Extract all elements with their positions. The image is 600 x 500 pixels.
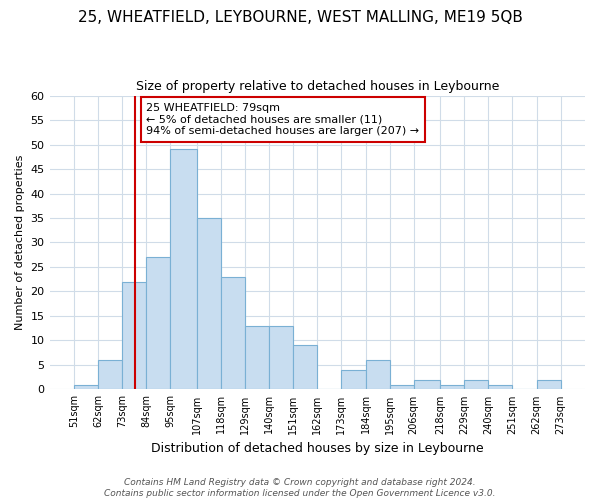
Bar <box>269 326 293 390</box>
Bar <box>170 150 197 390</box>
Bar <box>122 282 146 390</box>
Bar <box>488 384 512 390</box>
Y-axis label: Number of detached properties: Number of detached properties <box>15 155 25 330</box>
Bar <box>464 380 488 390</box>
Text: 25 WHEATFIELD: 79sqm
← 5% of detached houses are smaller (11)
94% of semi-detach: 25 WHEATFIELD: 79sqm ← 5% of detached ho… <box>146 103 419 136</box>
Bar <box>536 380 560 390</box>
Bar <box>293 346 317 390</box>
Bar <box>341 370 365 390</box>
Bar <box>74 384 98 390</box>
Bar <box>440 384 464 390</box>
Title: Size of property relative to detached houses in Leybourne: Size of property relative to detached ho… <box>136 80 499 93</box>
Bar <box>146 257 170 390</box>
Bar <box>197 218 221 390</box>
X-axis label: Distribution of detached houses by size in Leybourne: Distribution of detached houses by size … <box>151 442 484 455</box>
Bar <box>389 384 414 390</box>
Bar <box>365 360 389 390</box>
Text: 25, WHEATFIELD, LEYBOURNE, WEST MALLING, ME19 5QB: 25, WHEATFIELD, LEYBOURNE, WEST MALLING,… <box>77 10 523 25</box>
Text: Contains HM Land Registry data © Crown copyright and database right 2024.
Contai: Contains HM Land Registry data © Crown c… <box>104 478 496 498</box>
Bar <box>98 360 122 390</box>
Bar <box>414 380 440 390</box>
Bar <box>245 326 269 390</box>
Bar <box>221 277 245 390</box>
